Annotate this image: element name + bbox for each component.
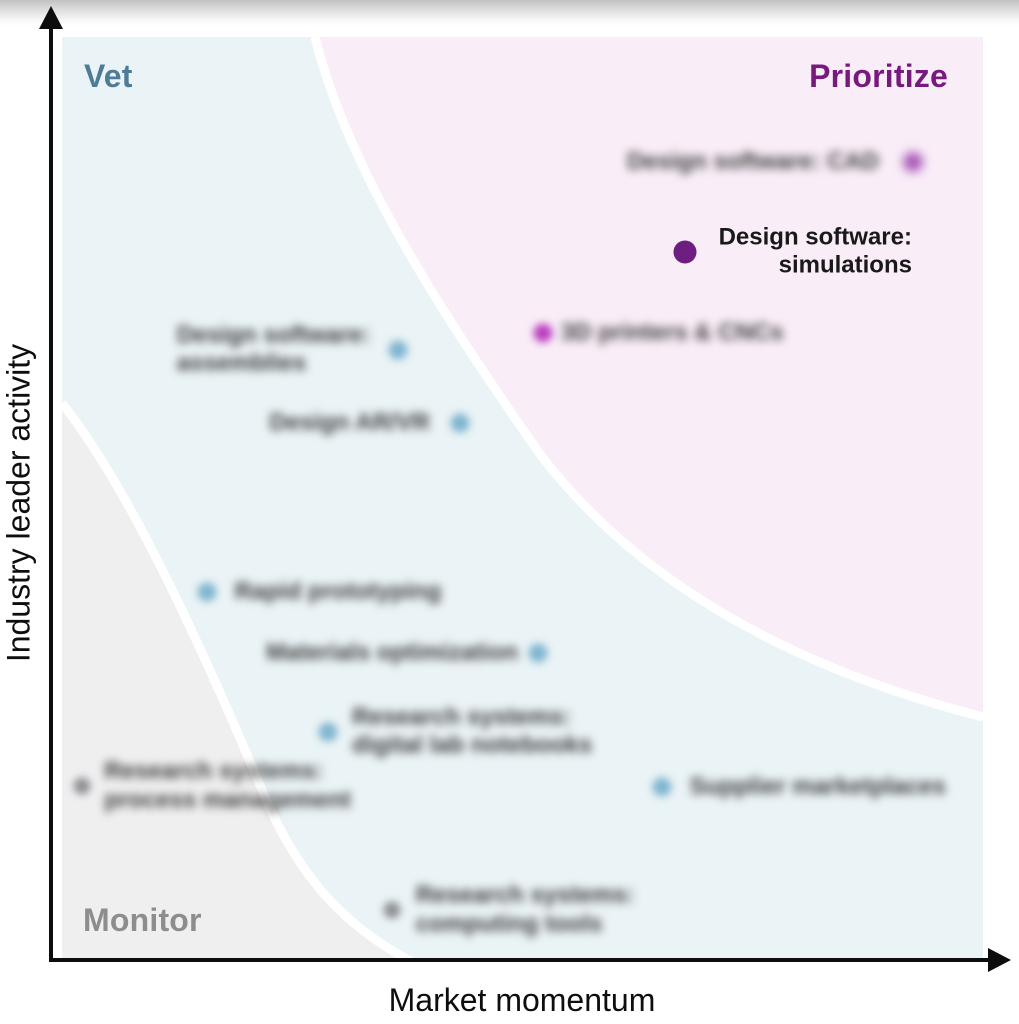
design-software-assemblies-label: Design software: assemblies [176,321,371,377]
design-software-cad-dot [903,151,923,172]
monitor-zone [62,403,412,962]
design-software-assemblies-dot [388,340,408,360]
research-systems-digital-lab-notebooks-dot [318,722,338,742]
prioritize-zone [315,37,983,717]
supplier-marketplaces-dot [652,777,672,797]
design-software-simulations-dot [673,240,697,264]
materials-optimization-dot [528,643,548,663]
zone-label-monitor: Monitor [83,902,202,938]
3d-printers-cncs-label: 3D printers & CNCs [560,318,784,346]
design-software-simulations-label: Design software: simulations [718,223,912,279]
supplier-marketplaces-label: Supplier marketplaces [689,773,946,801]
rapid-prototyping-label: Rapid prototyping [234,577,442,605]
research-systems-computing-tools-dot [383,901,401,919]
zone-label-prioritize: Prioritize [809,58,948,94]
research-systems-process-management-dot [73,777,91,795]
materials-optimization-label: Materials optimization [266,638,519,666]
x-axis-label: Market momentum [388,982,656,1018]
research-systems-computing-tools-label: Research systems: computing tools [415,881,635,938]
x-axis-arrow [988,948,1011,972]
y-axis-arrow [39,6,63,29]
design-ar-vr-dot [450,413,470,433]
design-ar-vr-label: Design AR/VR [269,408,430,436]
plot-area: Design software: CAD Design software: simu… [62,37,983,962]
prioritize-zone-boundary [310,37,983,722]
research-systems-process-management-label: Research systems: process management [104,757,352,814]
y-axis [49,24,53,962]
zone-label-vet: Vet [84,58,133,94]
research-systems-digital-lab-notebooks-label: Research systems: digital lab notebooks [352,703,593,759]
points-layer: Design software: CAD Design software: simu… [62,37,983,962]
monitor-zone-boundary [62,400,415,962]
rapid-prototyping-dot [197,582,217,602]
y-axis-label: Industry leader activity [0,343,37,663]
zones-background [62,37,983,962]
x-axis [49,958,990,962]
design-software-cad-label: Design software: CAD [626,147,879,175]
3d-printers-cncs-dot [533,323,553,343]
page-edge-shadow [0,0,1019,26]
